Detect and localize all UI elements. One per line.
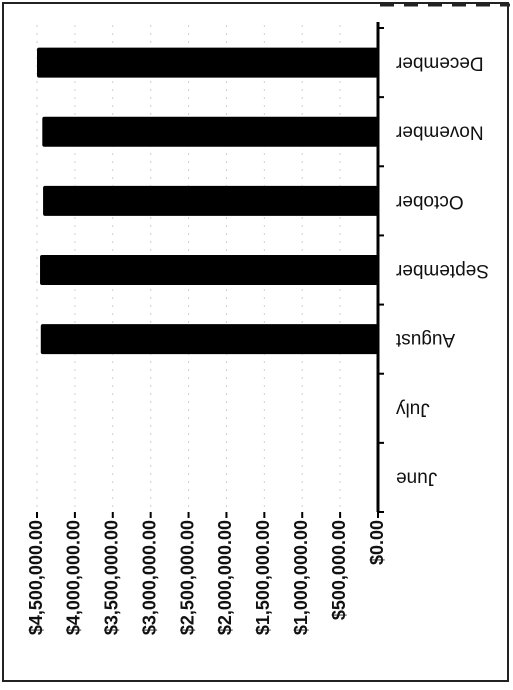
bars — [37, 47, 379, 355]
value-tick-label: $1,500,000.00 — [253, 520, 273, 635]
value-tick-label: $2,500,000.00 — [177, 520, 197, 635]
value-tick-label: $1,000,000.00 — [291, 520, 311, 635]
bar — [40, 324, 379, 355]
value-tick-label: $4,000,000.00 — [64, 520, 84, 635]
value-tick-label: $500,000.00 — [329, 520, 349, 620]
bar — [37, 47, 378, 78]
value-tick-label: $3,500,000.00 — [102, 520, 122, 635]
category-label: December — [395, 53, 483, 74]
bar — [43, 185, 378, 216]
value-tick-label: $0.00 — [367, 520, 387, 565]
value-tick-label: $3,000,000.00 — [139, 520, 159, 635]
category-label: June — [396, 467, 437, 488]
category-label: September — [395, 260, 489, 281]
category-label: July — [396, 398, 430, 419]
bar — [42, 116, 378, 147]
category-label: October — [395, 191, 463, 212]
value-tick-label: $2,000,000.00 — [215, 520, 235, 635]
bar — [40, 255, 378, 285]
value-tick-labels: $0.00 $500,000.00 $1,000,000.00 $1,500,000.… — [26, 512, 387, 635]
category-labels: June July August September October November De… — [395, 53, 489, 489]
value-tick-label: $4,500,000.00 — [26, 520, 46, 635]
gridlines — [36, 25, 384, 513]
category-label: November — [395, 122, 483, 143]
category-label: August — [395, 329, 455, 350]
